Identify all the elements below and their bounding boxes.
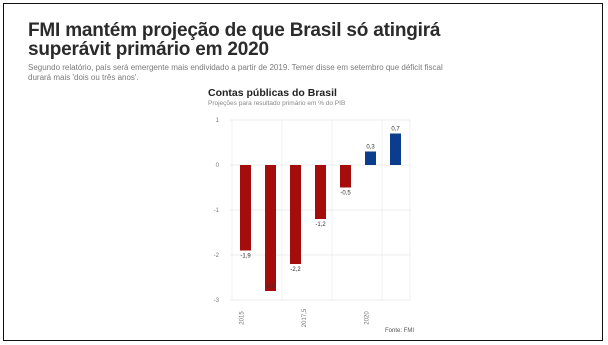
- bar-2019: [340, 165, 351, 188]
- bar-2021: [390, 133, 401, 165]
- x-tick-label: 2015: [240, 311, 246, 325]
- chart-title: Contas públicas do Brasil: [208, 87, 337, 99]
- subtitle: Segundo relatório, país será emergente m…: [28, 63, 443, 82]
- y-tick-label: -1: [214, 208, 220, 214]
- x-tick-label: 2020: [365, 311, 371, 325]
- bar-2016: [265, 165, 276, 291]
- data-label: -1,2: [315, 222, 326, 228]
- data-label: -1,9: [240, 254, 251, 260]
- y-tick-label: 1: [216, 118, 220, 124]
- y-tick-label: 0: [216, 163, 220, 169]
- chart-card: [3, 3, 603, 341]
- data-label: 0,7: [391, 127, 400, 133]
- data-label: -2,2: [290, 267, 301, 273]
- bar-2018: [315, 165, 326, 219]
- source-note: Fonte: FMI: [385, 328, 415, 334]
- bar-2017: [290, 165, 301, 264]
- chart-subtitle: Projeções para resultado primário em % d…: [208, 100, 346, 107]
- data-label: 0,3: [366, 145, 375, 151]
- bar-2020: [365, 151, 376, 165]
- data-label: -2,8: [265, 284, 276, 290]
- bar-2015: [240, 165, 251, 251]
- y-tick-label: -3: [214, 298, 220, 304]
- data-label: -0,5: [340, 191, 351, 197]
- y-tick-label: -2: [214, 253, 220, 259]
- headline: FMI mantém projeção de que Brasil só ati…: [28, 20, 441, 60]
- x-tick-label: 2017,5: [302, 308, 308, 327]
